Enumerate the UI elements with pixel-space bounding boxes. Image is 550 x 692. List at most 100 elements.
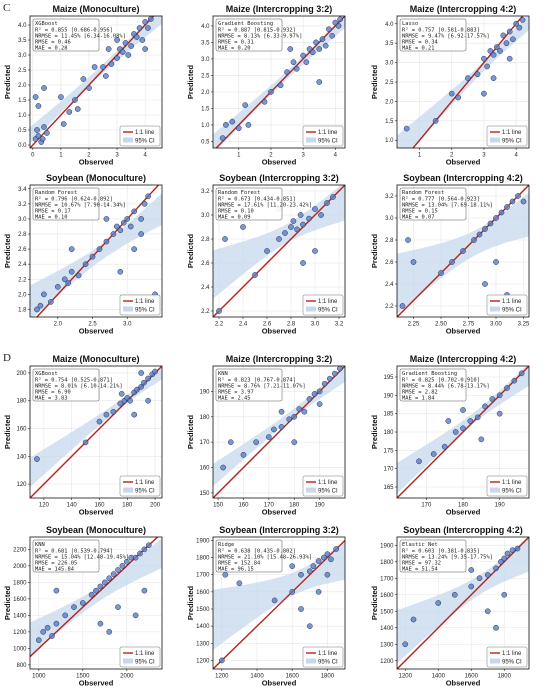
panel-title: Soybean (Intercropping 3:2) xyxy=(219,525,339,535)
data-point xyxy=(145,193,151,200)
data-point xyxy=(312,248,318,254)
data-point xyxy=(484,572,491,578)
data-point xyxy=(152,368,158,375)
stats-line: MAE = 0.07 xyxy=(402,215,434,221)
y-tick-label: 180 xyxy=(199,415,210,421)
stats-line: MAE = 1.84 xyxy=(402,396,434,402)
data-point xyxy=(468,583,475,590)
x-tick-label: 1200 xyxy=(215,674,229,680)
y-tick-label: 1400 xyxy=(196,624,210,630)
plot-frame xyxy=(29,15,163,149)
x-axis-label: Observed xyxy=(79,327,114,336)
data-point xyxy=(54,283,61,290)
x-tick-label: 140 xyxy=(67,503,78,509)
plot-frame xyxy=(396,536,530,670)
stats-line: R² = 0.673 [0.434-0.851] xyxy=(218,195,296,202)
panel-title: Soybean (Monoculture) xyxy=(46,173,146,183)
data-point xyxy=(115,604,121,610)
stats-line: NRMSE = 8.01% [6.10-14.21%] xyxy=(35,383,123,389)
plot-content xyxy=(397,366,529,498)
plot-content xyxy=(30,185,162,317)
data-point xyxy=(32,94,39,100)
data-point xyxy=(516,24,523,31)
data-point xyxy=(65,280,72,286)
data-point xyxy=(103,238,110,245)
plot-frame xyxy=(29,184,163,318)
data-point xyxy=(506,55,513,62)
data-point xyxy=(97,620,104,627)
data-point xyxy=(35,133,42,139)
plot-content xyxy=(213,539,345,669)
data-point xyxy=(127,223,134,230)
y-tick-label: 3.0 xyxy=(201,213,210,219)
data-point xyxy=(445,418,452,424)
y-tick-label: 2.4 xyxy=(201,285,210,291)
y-tick-label: 0.5 xyxy=(201,139,210,145)
data-point xyxy=(298,606,304,612)
stats-line: XGBoost xyxy=(35,371,58,377)
legend-ci-swatch xyxy=(490,306,500,312)
chart-panel: Soybean (Intercropping 3:2) 1200 1400 1600 1… xyxy=(186,525,346,688)
plot-frame xyxy=(29,365,163,499)
data-point xyxy=(139,37,146,43)
data-point xyxy=(131,208,138,215)
data-point xyxy=(141,379,147,386)
data-point xyxy=(402,641,409,648)
y-tick-label: 1700 xyxy=(380,576,394,582)
data-point xyxy=(106,575,113,582)
data-point xyxy=(306,568,313,575)
legend-ci-swatch xyxy=(123,137,133,143)
y-tick-label: 1300 xyxy=(380,642,394,648)
stats-line: R² = 0.825 [0.702-0.910] xyxy=(402,376,480,383)
stats-line: NRMSE = 17.61% [11.20-23.42%] xyxy=(218,202,312,208)
data-point xyxy=(290,59,297,66)
data-point xyxy=(403,125,410,132)
x-tick-label: 1400 xyxy=(250,674,264,680)
y-tick-label: 1.5 xyxy=(18,98,27,104)
y-tick-label: 195 xyxy=(383,375,394,381)
data-point xyxy=(303,59,310,66)
data-point xyxy=(501,591,508,598)
data-point xyxy=(514,545,521,552)
data-point xyxy=(41,291,47,298)
stats-line: R² = 0.681 [0.539-0.794] xyxy=(35,547,113,554)
data-point xyxy=(119,49,126,55)
stats-box xyxy=(215,539,283,573)
stats-line: RMSE = 0.46 xyxy=(35,40,71,46)
data-point xyxy=(131,246,138,252)
x-tick-label: 180 xyxy=(289,503,300,509)
data-point xyxy=(240,224,246,230)
panel-title: Maize (Monoculture) xyxy=(53,4,140,14)
y-tick-label: 2.5 xyxy=(18,68,27,74)
legend-line-label: 1:1 line xyxy=(502,299,522,305)
data-point xyxy=(290,218,297,224)
legend-ci-swatch xyxy=(306,658,316,664)
x-axis-label: Observed xyxy=(446,508,481,517)
x-tick-label: 190 xyxy=(495,503,506,509)
panel-title: Soybean (Intercropping 4:2) xyxy=(403,173,523,183)
y-tick-label: 2.0 xyxy=(18,83,27,89)
legend-ci-swatch xyxy=(306,487,316,493)
stats-line: Gradient Boosting xyxy=(402,371,457,377)
y-tick-label: 2.0 xyxy=(385,99,394,105)
stats-line: RMSE = 2.82 xyxy=(402,390,438,396)
legend-ci-label: 95% CI xyxy=(318,139,338,145)
x-tick-label: 1800 xyxy=(321,674,335,680)
data-point xyxy=(133,34,140,40)
y-tick-label: 1500 xyxy=(196,607,210,613)
data-point xyxy=(40,629,47,635)
legend-line-label: 1:1 line xyxy=(135,130,155,136)
data-point xyxy=(287,46,294,52)
data-point xyxy=(61,276,68,283)
data-point xyxy=(335,23,342,29)
x-tick-label: 0 xyxy=(31,153,35,159)
data-point xyxy=(220,464,227,471)
data-point xyxy=(326,26,332,33)
data-point xyxy=(329,32,335,39)
data-point xyxy=(122,40,129,46)
data-point xyxy=(337,16,344,23)
stats-line: RMSE = 0.31 xyxy=(218,40,254,46)
x-tick-label: 2000 xyxy=(120,674,134,680)
data-point xyxy=(35,637,42,643)
